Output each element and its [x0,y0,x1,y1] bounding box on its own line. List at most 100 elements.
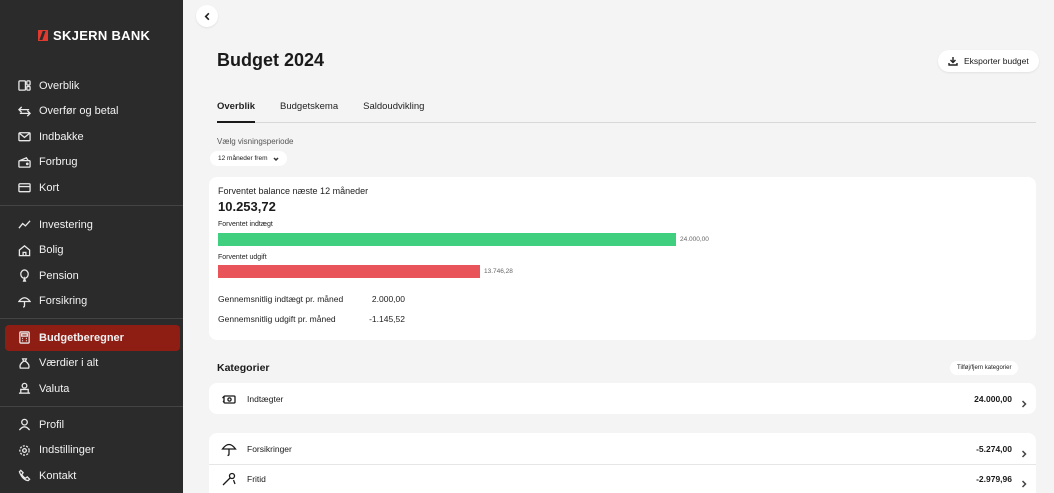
umbrella-icon [220,440,238,458]
currency-exchange-icon [17,382,31,396]
sidebar-item-budgetberegner[interactable]: Budgetberegner [5,325,180,351]
balloon-icon [17,269,31,283]
sidebar-item-label: Overblik [39,79,80,92]
sidebar-divider [0,205,183,206]
sidebar-item-label: Indstillinger [39,444,95,457]
chevron-right-icon [1020,445,1028,458]
category-row-fritid[interactable]: Fritid -2.979,96 [209,465,1036,493]
sidebar-item-vaerdier-i-alt[interactable]: Værdier i alt [0,351,183,377]
row-separator [209,464,1036,465]
balance-value: 10.253,72 [218,199,276,214]
sidebar-item-forbrug[interactable]: Forbrug [0,150,183,176]
sidebar-divider [0,318,183,319]
sidebar-item-label: Forsikring [39,295,88,308]
tab-overblik[interactable]: Overblik [217,94,256,123]
income-bar-label: Forventet indtægt [218,221,273,228]
avg-income-value: 2.000,00 [371,294,405,304]
tab-budgetskema[interactable]: Budgetskema [280,101,339,112]
phone-icon [17,469,31,483]
download-icon [948,57,958,66]
main-content: Budget 2024 Eksporter budget Overblik Bu… [183,0,1054,493]
card-icon [17,181,31,195]
category-amount: 24.000,00 [974,393,1012,404]
tab-bar: Overblik Budgetskema Saldoudvikling [217,94,1036,123]
sidebar-item-valuta[interactable]: Valuta [0,376,183,402]
avg-expense-label: Gennemsnitlig udgift pr. måned [218,314,336,324]
house-icon [17,243,31,257]
chevron-right-icon [1020,395,1028,408]
page-title: Budget 2024 [217,50,325,70]
user-icon [17,418,31,432]
sidebar-item-label: Forbrug [39,156,78,169]
bank-name: SKJERN BANK [53,28,151,43]
money-bag-icon [17,356,31,370]
sidebar-item-forsikring[interactable]: Forsikring [0,289,183,315]
mail-icon [17,130,31,144]
expense-bar-label: Forventet udgift [218,254,267,261]
chevron-right-icon [1020,475,1028,488]
sidebar-item-label: Værdier i alt [39,357,99,370]
nav-group-tools: Budgetberegner Værdier i alt Valuta [0,325,183,402]
category-row-forsikringer[interactable]: Forsikringer -5.274,00 [209,433,1036,464]
category-row-income[interactable]: Indtægter 24.000,00 [209,383,1036,414]
export-budget-label: Eksporter budget [964,56,1029,66]
edit-categories-button[interactable]: Tilføj/fjern kategorier [950,361,1019,375]
sidebar-item-pension[interactable]: Pension [0,263,183,289]
sidebar-item-label: Pension [39,269,79,282]
balance-card: Forventet balance næste 12 måneder 10.25… [209,177,1036,340]
leisure-icon [220,470,238,488]
avg-expense-value: -1.145,52 [369,314,405,324]
category-amount: -2.979,96 [976,474,1012,484]
nav-group-account: Profil Indstillinger Kontakt [0,412,183,489]
avg-income-label: Gennemsnitlig indtægt pr. måned [218,294,344,304]
expense-bar [218,265,480,278]
income-bar [218,233,676,246]
back-button[interactable] [196,5,218,27]
category-amount: -5.274,00 [976,443,1012,454]
calculator-icon [17,331,31,345]
income-bar-value: 24.000,00 [680,236,709,243]
chevron-down-icon [272,156,279,161]
export-budget-button[interactable]: Eksporter budget [938,50,1039,72]
bank-logo[interactable]: SKJERN BANK [38,28,150,43]
period-dropdown[interactable]: 12 måneder frem [210,151,287,166]
sidebar-item-label: Budgetberegner [39,331,124,344]
sidebar-item-label: Indbakke [39,130,84,143]
sidebar-item-label: Valuta [39,382,70,395]
sidebar-item-kontakt[interactable]: Kontakt [0,463,183,489]
overview-icon [17,79,31,93]
category-label: Indtægter [247,393,284,404]
logo-mark-icon [38,30,48,41]
nav-group-main: Overblik Overfør og betal Indbakke Forbr… [0,73,183,201]
sidebar-item-indstillinger[interactable]: Indstillinger [0,438,183,464]
sidebar-item-investering[interactable]: Investering [0,212,183,238]
sidebar-item-label: Overfør og betal [39,105,119,118]
chart-line-icon [17,218,31,232]
categories-title: Kategorier [217,362,270,374]
sidebar-item-bolig[interactable]: Bolig [0,238,183,264]
category-label: Forsikringer [247,443,292,454]
gear-icon [17,443,31,457]
sidebar-item-label: Bolig [39,244,64,257]
expense-bar-value: 13.746,28 [484,268,513,275]
sidebar-item-overfor-og-betal[interactable]: Overfør og betal [0,99,183,125]
umbrella-icon [17,294,31,308]
sidebar-item-label: Investering [39,218,93,231]
chevron-left-icon [204,12,209,20]
cash-icon [220,390,238,408]
sidebar-item-label: Kontakt [39,469,77,482]
nav-group-products: Investering Bolig Pension Forsikring [0,212,183,314]
category-label: Fritid [247,474,266,484]
sidebar-item-kort[interactable]: Kort [0,175,183,201]
sidebar-item-indbakke[interactable]: Indbakke [0,124,183,150]
wallet-icon [17,155,31,169]
sidebar: SKJERN BANK Overblik Overfør og betal In… [0,0,183,493]
period-selected-value: 12 måneder frem [218,155,268,162]
sidebar-item-profil[interactable]: Profil [0,412,183,438]
sidebar-divider [0,406,183,407]
sidebar-item-label: Kort [39,181,60,194]
transfer-icon [17,104,31,118]
sidebar-item-overblik[interactable]: Overblik [0,73,183,99]
balance-label: Forventet balance næste 12 måneder [218,186,369,196]
tab-saldoudvikling[interactable]: Saldoudvikling [363,101,425,112]
